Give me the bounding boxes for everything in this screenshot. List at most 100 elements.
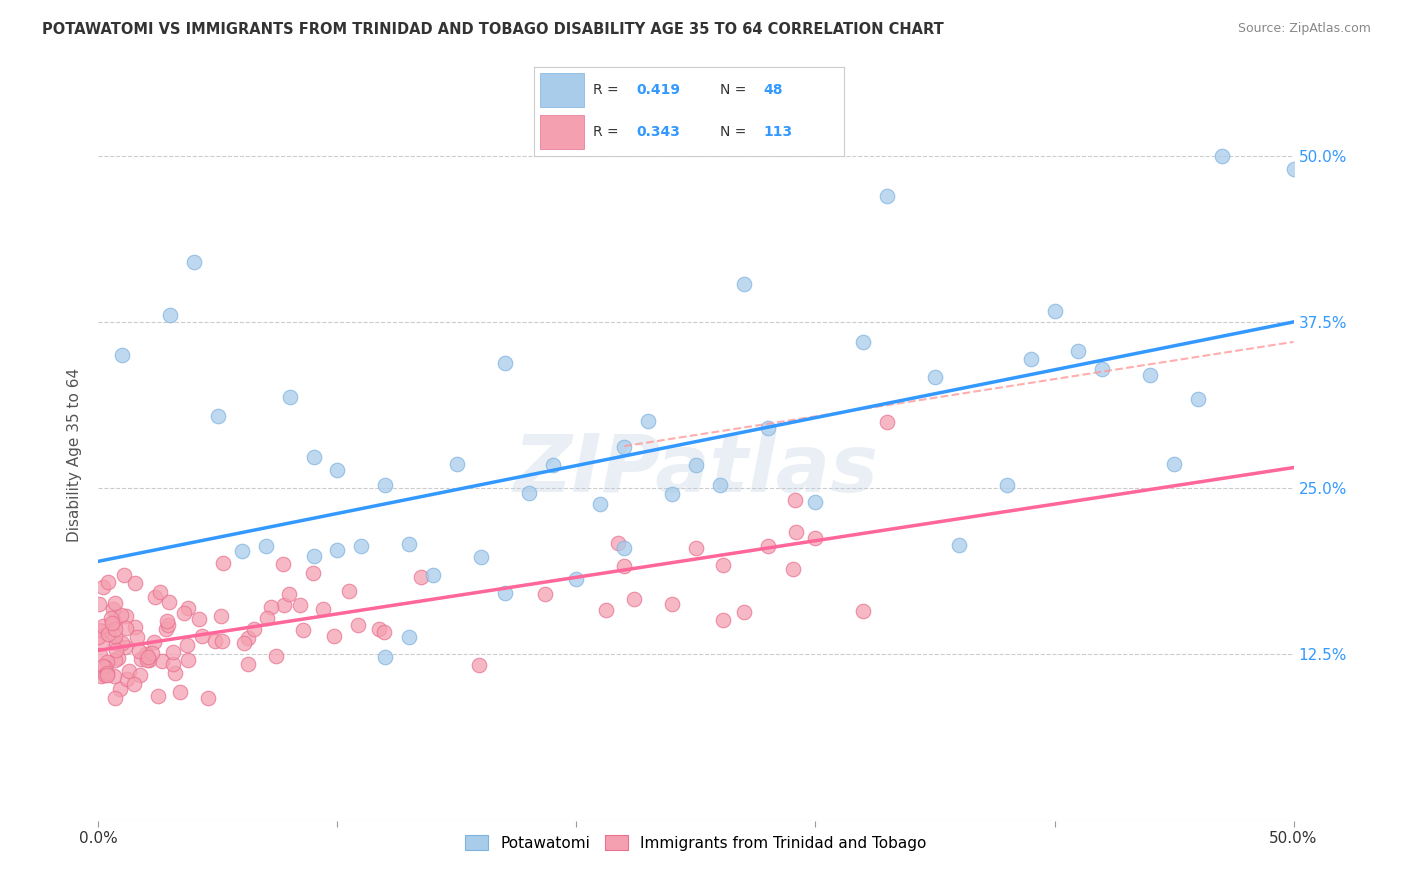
Point <box>782 562 804 576</box>
Point <box>149 585 172 599</box>
Point <box>127 630 149 644</box>
Point <box>93 660 115 674</box>
Point <box>711 558 734 572</box>
Point <box>141 646 163 660</box>
Point <box>1282 161 1305 176</box>
Point <box>541 458 564 472</box>
Point <box>112 568 135 582</box>
Bar <box>540 73 583 107</box>
Point <box>231 544 253 558</box>
Text: Source: ZipAtlas.com: Source: ZipAtlas.com <box>1237 22 1371 36</box>
Point <box>1139 368 1161 382</box>
Point <box>111 636 134 650</box>
Text: 0.419: 0.419 <box>637 83 681 97</box>
Point <box>207 409 229 423</box>
Point <box>110 608 132 623</box>
Point <box>128 668 150 682</box>
Text: R =: R = <box>593 125 623 139</box>
Point <box>90 669 112 683</box>
Point <box>108 682 131 697</box>
Point <box>138 653 160 667</box>
Point <box>398 630 420 644</box>
Point <box>326 463 349 477</box>
Point <box>115 672 138 686</box>
Point <box>104 643 127 657</box>
Point <box>494 356 516 370</box>
Point <box>114 621 136 635</box>
Point <box>169 684 191 698</box>
Point <box>94 668 117 682</box>
Point <box>173 606 195 620</box>
Point <box>114 640 136 655</box>
Point <box>876 415 898 429</box>
Point <box>129 652 152 666</box>
Point <box>446 458 468 472</box>
Point <box>238 631 260 645</box>
Point <box>211 609 233 624</box>
Point <box>96 655 118 669</box>
Point <box>96 667 118 681</box>
Point <box>470 550 492 565</box>
Point <box>156 617 179 632</box>
Point <box>373 625 395 640</box>
Point <box>162 657 184 672</box>
Point <box>517 486 540 500</box>
Point <box>155 614 177 628</box>
Bar <box>540 115 583 149</box>
Point <box>103 669 125 683</box>
Point <box>91 624 114 639</box>
Point <box>211 556 233 570</box>
Point <box>288 598 311 612</box>
Point <box>374 477 396 491</box>
Point <box>104 653 127 667</box>
Point <box>685 541 707 556</box>
Point <box>876 188 898 202</box>
Point <box>124 576 146 591</box>
Point <box>1187 392 1209 406</box>
Point <box>87 630 110 644</box>
Point <box>104 596 127 610</box>
Point <box>136 653 159 667</box>
Point <box>97 627 120 641</box>
Point <box>91 635 114 649</box>
Point <box>995 478 1018 492</box>
Point <box>1067 344 1090 359</box>
Point <box>589 497 612 511</box>
Point <box>91 658 114 673</box>
Point <box>101 615 124 630</box>
Point <box>176 601 198 615</box>
Point <box>661 597 683 611</box>
Point <box>103 622 125 636</box>
Point <box>111 348 134 362</box>
Point <box>852 603 875 617</box>
Point <box>852 335 875 350</box>
Point <box>323 629 346 643</box>
Point <box>236 657 259 671</box>
Point <box>211 633 233 648</box>
Point <box>565 572 588 586</box>
Text: 0.343: 0.343 <box>637 125 681 139</box>
Point <box>91 580 114 594</box>
Text: R =: R = <box>593 83 623 97</box>
Point <box>804 531 827 545</box>
Point <box>163 666 186 681</box>
Point <box>142 635 165 649</box>
Point <box>685 458 707 472</box>
Point <box>271 557 294 571</box>
Point <box>756 421 779 435</box>
Point <box>1019 351 1042 366</box>
Point <box>302 549 325 563</box>
Point <box>302 566 325 580</box>
Point <box>337 583 360 598</box>
Point <box>468 657 491 672</box>
Point <box>243 622 266 636</box>
Point <box>709 478 731 492</box>
Point <box>346 617 368 632</box>
Point <box>924 370 946 384</box>
Point <box>97 574 120 589</box>
Point <box>494 585 516 599</box>
Point <box>91 619 114 633</box>
Point <box>104 691 127 706</box>
Text: N =: N = <box>720 83 751 97</box>
Point <box>204 633 226 648</box>
